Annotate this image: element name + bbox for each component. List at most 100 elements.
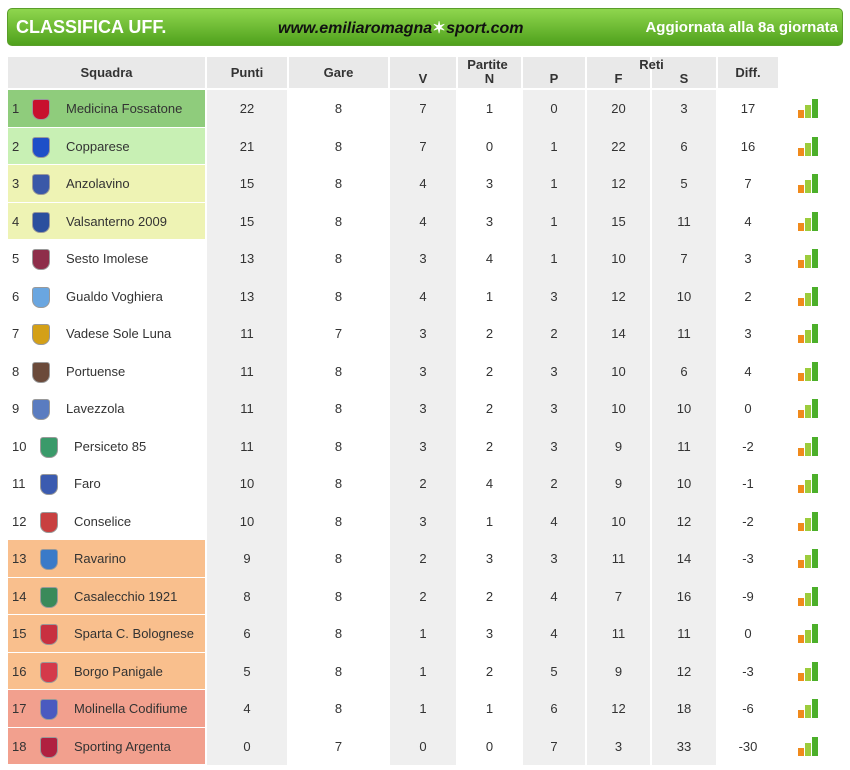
stat-cell: 2: [485, 588, 494, 604]
stat-cell: 11: [240, 326, 254, 342]
team-name[interactable]: Anzolavino: [66, 176, 130, 192]
trend-icon[interactable]: [798, 736, 822, 756]
team-name[interactable]: Gualdo Voghiera: [66, 288, 163, 304]
team-logo: [40, 474, 58, 495]
trend-icon[interactable]: [798, 173, 822, 193]
stat-cell: 10: [676, 476, 692, 492]
trend-icon[interactable]: [798, 398, 822, 418]
stat-cell: 2: [550, 326, 558, 342]
stat-cell: 4: [419, 213, 427, 229]
trend-icon[interactable]: [798, 586, 822, 606]
position: 10: [12, 438, 27, 454]
stat-cell: 15: [239, 176, 255, 192]
trend-icon[interactable]: [798, 511, 822, 531]
team-name[interactable]: Portuense: [66, 363, 126, 379]
stat-cell: 8: [334, 363, 343, 379]
trend-icon[interactable]: [798, 286, 822, 306]
position: 14: [12, 588, 27, 604]
team-logo: [40, 699, 58, 720]
stat-cell: -3: [742, 551, 754, 567]
stat-cell: 18: [676, 701, 692, 717]
stat-cell: 4: [550, 588, 558, 604]
column-background: [652, 90, 716, 765]
stat-cell: 15: [239, 213, 255, 229]
team-logo: [32, 211, 50, 233]
stat-cell: 11: [240, 363, 254, 379]
stat-cell: 8: [243, 588, 251, 604]
team-name[interactable]: Vadese Sole Luna: [66, 326, 172, 342]
stat-cell: 8: [334, 288, 343, 304]
stat-cell: 3: [550, 551, 558, 567]
trend-icon[interactable]: [798, 548, 822, 568]
icon-bar: [812, 361, 818, 381]
icon-bar: [798, 747, 804, 756]
trend-icon[interactable]: [798, 323, 822, 343]
icon-bar: [812, 211, 818, 231]
icon-bar: [798, 672, 804, 681]
team-name[interactable]: Ravarino: [74, 551, 127, 567]
stat-cell: 3: [485, 176, 494, 192]
stat-cell: 0: [550, 101, 558, 117]
team-name[interactable]: Molinella Codifiume: [74, 701, 188, 717]
stat-cell: 5: [550, 663, 558, 679]
trend-icon[interactable]: [798, 136, 822, 156]
site-logo[interactable]: www.emiliaromagna✶sport.com: [278, 18, 523, 38]
trend-icon[interactable]: [798, 98, 822, 118]
team-logo: [40, 436, 58, 458]
team-logo: [40, 661, 58, 683]
stat-cell: 4: [550, 626, 558, 642]
icon-bar: [812, 661, 818, 681]
icon-bar: [798, 560, 804, 568]
team-name[interactable]: Casalecchio 1921: [74, 588, 178, 604]
stat-cell: -3: [742, 663, 754, 679]
stat-cell: 8: [334, 438, 343, 454]
icon-bar: [812, 474, 818, 493]
stat-cell: 6: [550, 701, 558, 717]
group-header: Reti: [639, 56, 664, 72]
team-name[interactable]: Copparese: [66, 138, 130, 154]
stat-cell: 8: [334, 663, 343, 679]
stat-cell: 0: [744, 401, 752, 417]
team-name[interactable]: Sesto Imolese: [66, 251, 149, 267]
team-name[interactable]: Faro: [74, 476, 101, 492]
icon-bar: [798, 147, 804, 156]
trend-icon[interactable]: [798, 698, 822, 718]
trend-icon[interactable]: [798, 248, 822, 268]
team-name[interactable]: Persiceto 85: [74, 438, 147, 454]
column-header: P: [523, 57, 585, 88]
stat-cell: 7: [419, 138, 427, 154]
update-note: Aggiornata alla 8a giornata: [645, 19, 838, 36]
trend-icon[interactable]: [798, 661, 822, 681]
trend-icon[interactable]: [798, 473, 822, 493]
stat-cell: 7: [550, 738, 558, 754]
trend-icon[interactable]: [798, 623, 822, 643]
team-name[interactable]: Lavezzola: [66, 401, 125, 417]
trend-icon[interactable]: [798, 436, 822, 456]
team-name[interactable]: Borgo Panigale: [74, 663, 163, 679]
trend-icon[interactable]: [798, 211, 822, 231]
stat-cell: 7: [419, 101, 427, 117]
column-header: F: [587, 57, 650, 88]
team-name[interactable]: Valsanterno 2009: [66, 213, 167, 229]
stat-cell: 6: [680, 363, 688, 379]
position: 1: [12, 101, 20, 117]
column-background: [207, 90, 287, 765]
team-name[interactable]: Sporting Argenta: [74, 738, 171, 754]
team-name[interactable]: Medicina Fossatone: [66, 101, 183, 117]
stat-cell: 12: [676, 513, 692, 529]
stat-cell: 4: [243, 701, 251, 717]
stat-cell: 20: [611, 101, 626, 117]
stat-cell: 2: [485, 401, 494, 417]
trend-icon[interactable]: [798, 361, 822, 381]
stat-cell: 6: [243, 626, 251, 642]
stat-cell: 12: [676, 663, 692, 679]
icon-bar: [798, 710, 804, 718]
stat-cell: 8: [334, 476, 343, 492]
position: 16: [12, 663, 27, 679]
icon-bar: [798, 110, 804, 118]
stat-cell: 2: [550, 476, 558, 492]
stat-cell: -2: [742, 513, 754, 529]
team-name[interactable]: Sparta C. Bolognese: [74, 626, 194, 642]
team-name[interactable]: Conselice: [74, 513, 132, 529]
stat-cell: 9: [243, 551, 251, 567]
